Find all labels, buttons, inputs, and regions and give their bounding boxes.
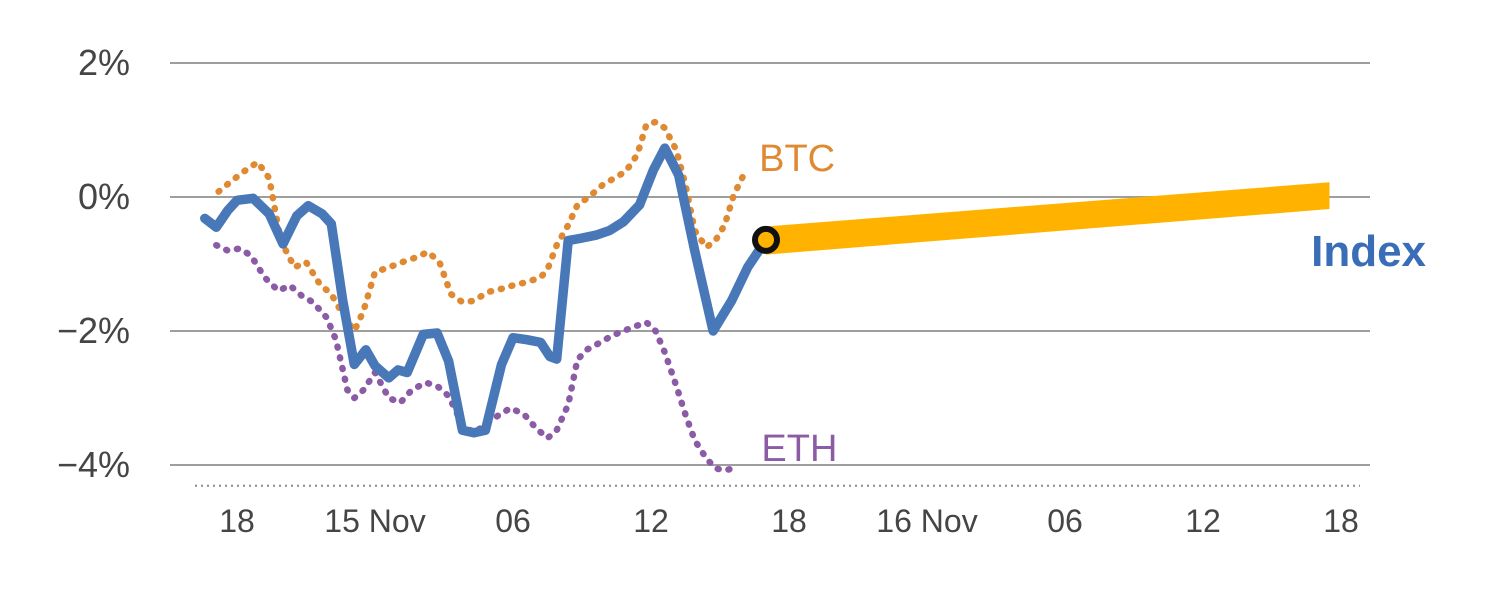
- series-label-index: Index: [1311, 226, 1427, 276]
- series-line-eth: [213, 241, 738, 474]
- series-line-index: [200, 143, 771, 438]
- y-axis-tick-label: 2%: [78, 42, 130, 83]
- y-axis-tick-label: −2%: [57, 310, 130, 351]
- x-axis-tick-label: 18: [771, 503, 807, 539]
- index-projection-band: [766, 182, 1330, 255]
- series-line-btc: [215, 118, 749, 335]
- latest-value-marker: [752, 225, 780, 254]
- x-axis-tick-label: 18: [1323, 503, 1359, 539]
- y-axis-tick-label: −4%: [57, 444, 130, 485]
- y-axis-tick-label: 0%: [78, 176, 130, 217]
- x-axis-tick-label: 18: [219, 503, 255, 539]
- x-axis-tick-label: 16 Nov: [876, 503, 977, 539]
- series-label-btc: BTC: [759, 138, 836, 181]
- x-axis-tick-label: 06: [1047, 503, 1083, 539]
- x-axis-tick-label: 12: [633, 503, 669, 539]
- x-axis-tick-label: 06: [495, 503, 531, 539]
- series-label-eth: ETH: [761, 428, 838, 471]
- x-axis-tick-label: 15 Nov: [324, 503, 425, 539]
- x-axis-tick-label: 12: [1185, 503, 1221, 539]
